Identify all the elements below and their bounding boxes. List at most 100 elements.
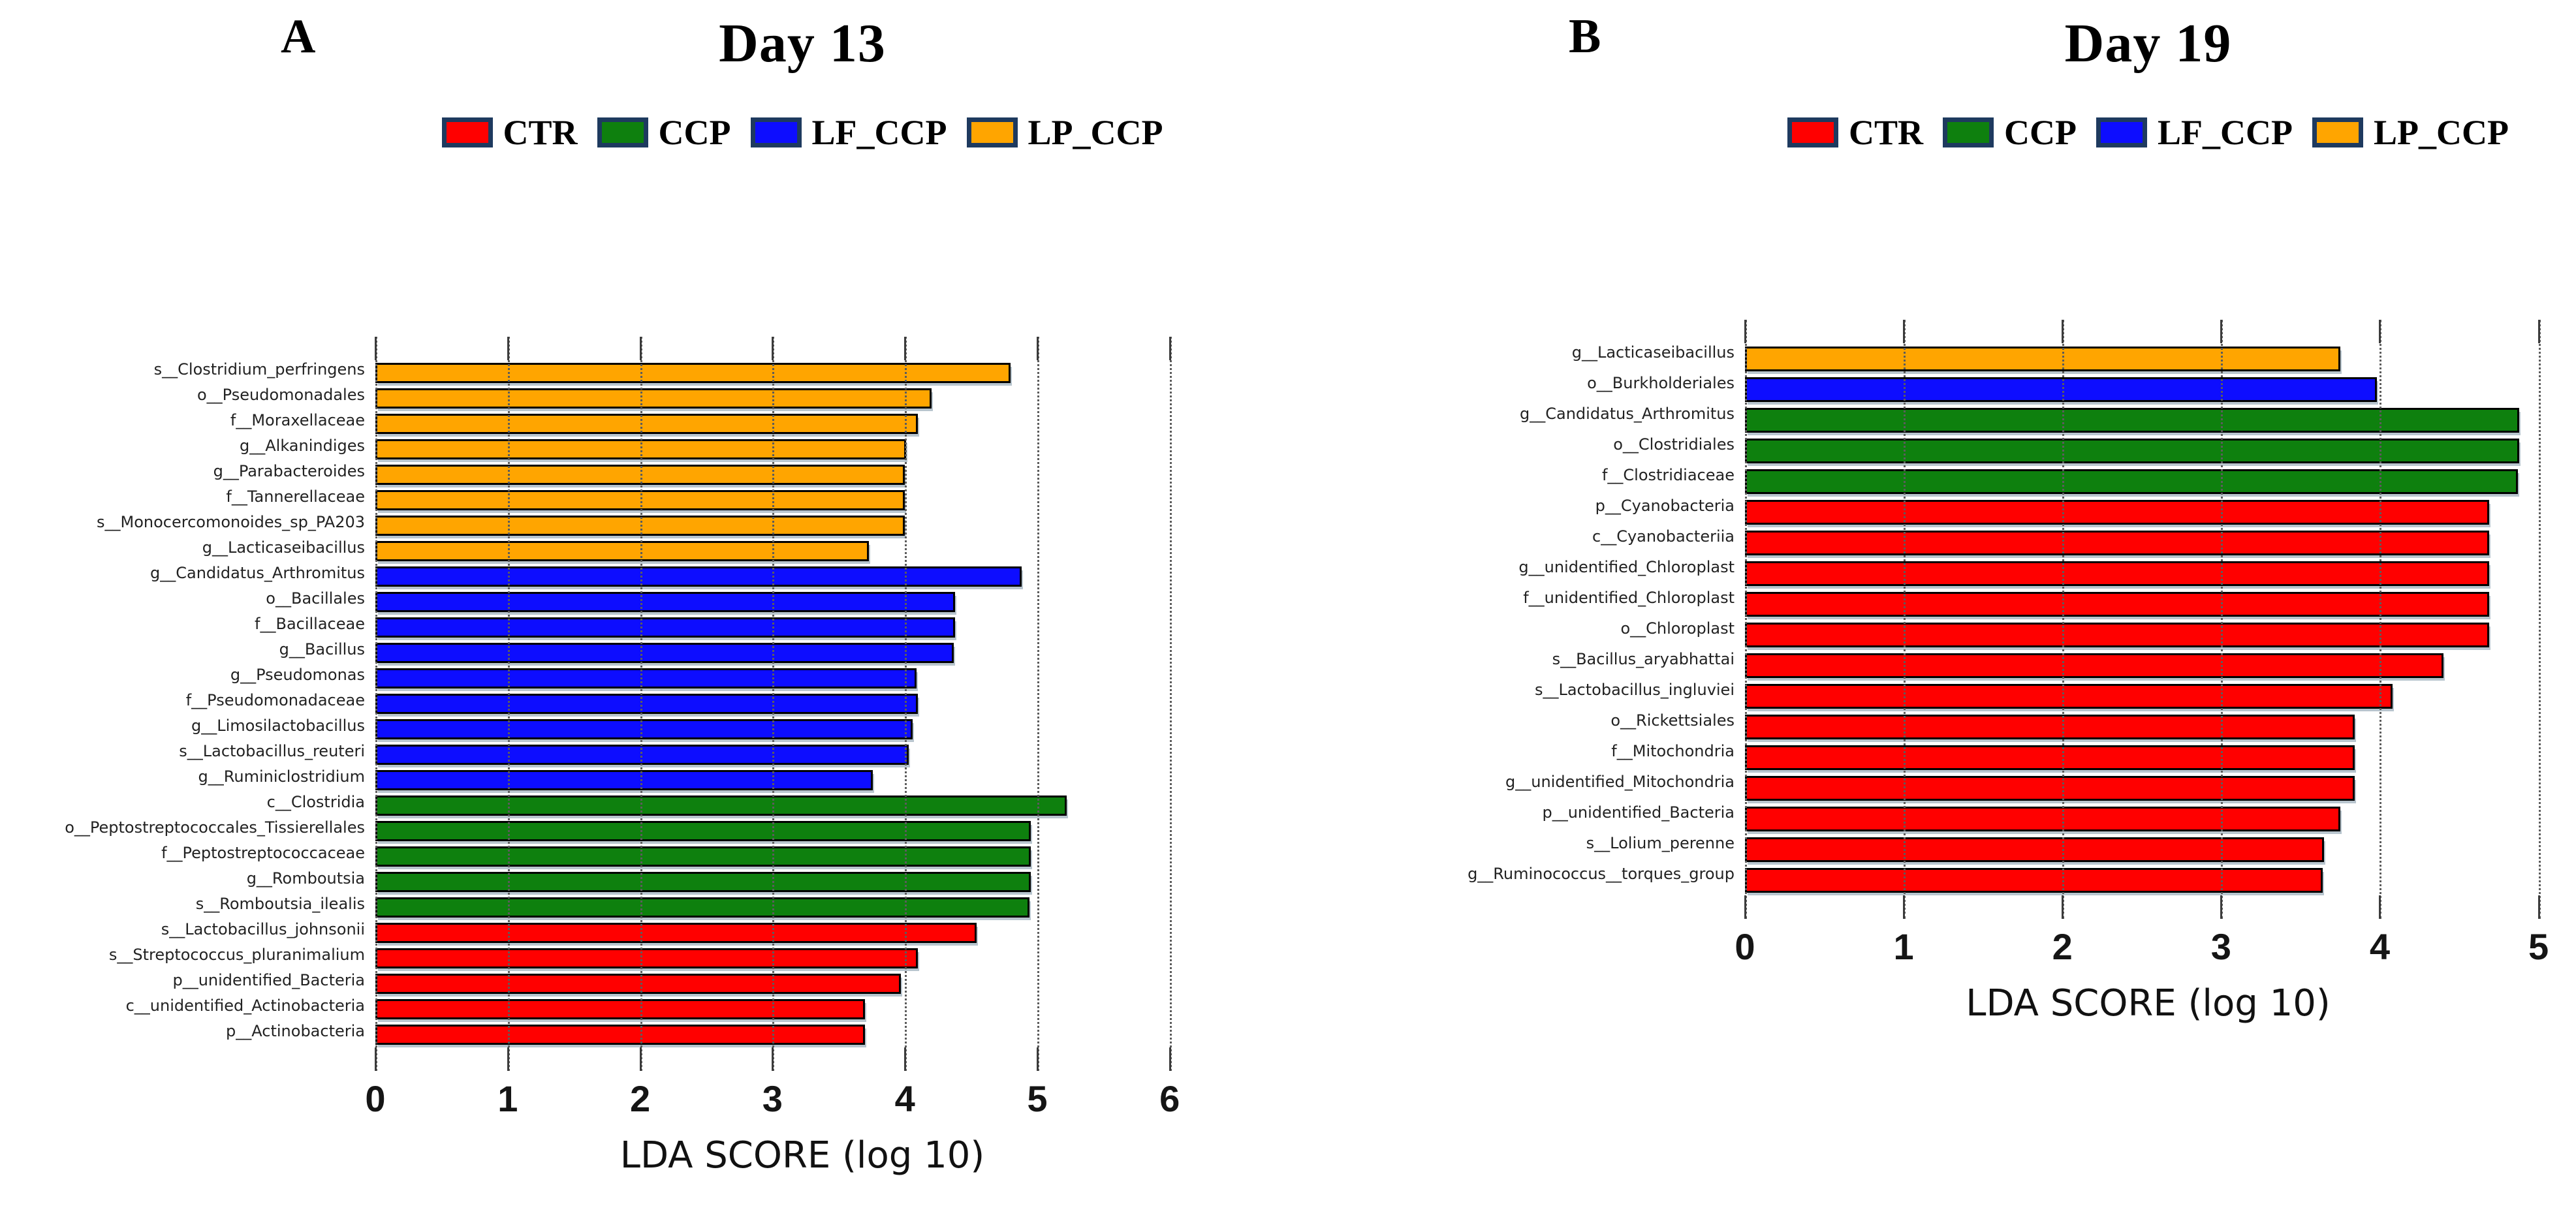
taxon-label: g__Ruminococcus__torques_group — [1468, 865, 1735, 883]
gridline — [1745, 320, 1747, 919]
gridline — [2221, 320, 2223, 919]
taxon-label: f__Pseudomonadaceae — [185, 691, 365, 709]
taxon-label: o__Rickettsiales — [1610, 711, 1735, 730]
bar-LP_CCP — [1745, 346, 2340, 371]
taxon-label: c__Cyanobacteriia — [1592, 527, 1735, 546]
taxon-label: p__Actinobacteria — [226, 1022, 365, 1040]
axis-tick — [507, 1047, 509, 1071]
gridline — [375, 337, 377, 1071]
bar-CTR — [375, 948, 919, 968]
taxon-label: g__Ruminiclostridium — [198, 767, 365, 786]
bar-row — [375, 640, 1229, 666]
bar-CTR — [1745, 837, 2325, 862]
bar-row — [375, 869, 1229, 895]
taxon-label: o__Chloroplast — [1620, 619, 1735, 638]
bar-LF_CCP — [375, 617, 956, 638]
axis-tick — [2379, 320, 2381, 343]
bar-row — [375, 895, 1229, 920]
lda-bar-chart: s__Clostridium_perfringens o__Pseudomonad… — [0, 0, 1229, 1221]
legend-item-CTR: CTR — [441, 112, 578, 153]
x-tick-label: 4 — [2369, 926, 2391, 967]
taxon-label: f__Tannerellaceae — [226, 487, 365, 506]
taxa-label-column: s__Clostridium_perfringens o__Pseudomonad… — [0, 0, 375, 1221]
axis-tick — [1744, 320, 1746, 343]
legend-label: CCP — [658, 113, 731, 152]
bar-row — [375, 437, 1229, 462]
taxon-label: o__Peptostreptococcales_Tissierellales — [65, 818, 365, 837]
axis-tick — [2220, 895, 2223, 919]
gridline — [1169, 337, 1172, 1071]
legend-label: LP_CCP — [2374, 113, 2509, 152]
bar-row — [1745, 803, 2551, 834]
plot-area — [375, 337, 1229, 1071]
taxon-label: g__Alkanindiges — [240, 437, 365, 455]
bars-area — [1745, 343, 2551, 895]
axis-tick — [1036, 337, 1039, 360]
bar-row — [1745, 619, 2551, 650]
taxon-label: f__Mitochondria — [1611, 742, 1735, 760]
bar-row — [375, 538, 1229, 564]
taxon-label: p__unidentified_Bacteria — [1542, 803, 1735, 822]
panel-day-19: B g__Lacticaseibacillus o__Burkholderiale… — [1288, 0, 2576, 1221]
bar-CTR — [1745, 745, 2355, 770]
legend-swatch-LF_CCP — [2096, 117, 2148, 147]
taxon-label: s__Streptococcus_pluranimalium — [108, 946, 365, 964]
bar-LF_CCP — [375, 719, 913, 739]
taxon-label: o__Pseudomonadales — [197, 386, 365, 404]
legend-label: CCP — [2004, 113, 2077, 152]
gridline — [1904, 320, 1906, 919]
legend-item-LP_CCP: LP_CCP — [2312, 112, 2509, 153]
legend-label: LF_CCP — [811, 113, 947, 152]
x-tick-label: 4 — [894, 1078, 915, 1119]
axis-tick — [2379, 895, 2381, 919]
bar-LF_CCP — [375, 745, 909, 765]
bar-row — [375, 615, 1229, 640]
bar-CTR — [1745, 867, 2323, 893]
bar-CTR — [1745, 499, 2490, 525]
plot-column: Day 19 CTR CCP LF_CCP LP_CCP 0 1 2 3 4 5 LDA SCO… — [1735, 0, 2576, 1221]
axis-tick — [1903, 895, 1906, 919]
x-tick-label: 1 — [1893, 926, 1914, 967]
bar-CTR — [375, 974, 902, 994]
taxon-label: f__Peptostreptococcaceae — [161, 844, 365, 862]
taxon-label: s__Bacillus_aryabhattai — [1552, 650, 1735, 668]
axis-tick — [772, 337, 774, 360]
taxon-label: s__Lolium_perenne — [1586, 834, 1735, 852]
taxon-label: c__Clostridia — [266, 793, 365, 811]
bar-CCP — [1745, 469, 2518, 494]
x-axis-title: LDA SCORE (log 10) — [620, 1134, 985, 1177]
gridline — [507, 337, 510, 1071]
taxon-label: g__Parabacteroides — [213, 462, 365, 480]
legend-swatch-CTR — [441, 117, 493, 147]
bar-row — [1745, 435, 2551, 466]
taxon-label: s__Clostridium_perfringens — [153, 360, 365, 379]
bar-row — [375, 462, 1229, 487]
bar-LP_CCP — [375, 414, 919, 434]
taxon-label: f__unidentified_Chloroplast — [1523, 589, 1735, 607]
taxon-label: p__unidentified_Bacteria — [172, 971, 365, 989]
axis-tick — [1744, 895, 1746, 919]
gridline — [640, 337, 642, 1071]
bar-CTR — [1745, 591, 2490, 617]
legend-item-LF_CCP: LF_CCP — [2096, 112, 2293, 153]
bar-row — [1745, 742, 2551, 773]
taxa-label-column: g__Lacticaseibacillus o__Burkholderiales g… — [1288, 0, 1745, 1221]
taxon-label: o__Clostridiales — [1613, 435, 1735, 454]
bar-CTR — [1745, 561, 2490, 586]
taxon-label: s__Lactobacillus_reuteri — [179, 742, 365, 760]
bar-row — [1745, 527, 2551, 558]
x-tick-label: 5 — [1027, 1078, 1048, 1119]
bar-row — [375, 564, 1229, 589]
taxon-label: g__Romboutsia — [246, 869, 365, 888]
axis-tick — [2062, 895, 2064, 919]
bar-row — [375, 513, 1229, 538]
x-tick-label: 1 — [497, 1078, 518, 1119]
legend-swatch-LP_CCP — [966, 117, 1018, 147]
axis-tick — [2537, 895, 2540, 919]
bar-row — [375, 767, 1229, 793]
bar-row — [1745, 650, 2551, 681]
plot-area — [1744, 320, 2551, 919]
taxon-label: g__Candidatus_Arthromitus — [150, 564, 365, 582]
bar-row — [1745, 681, 2551, 711]
legend-swatch-CCP — [597, 117, 648, 147]
